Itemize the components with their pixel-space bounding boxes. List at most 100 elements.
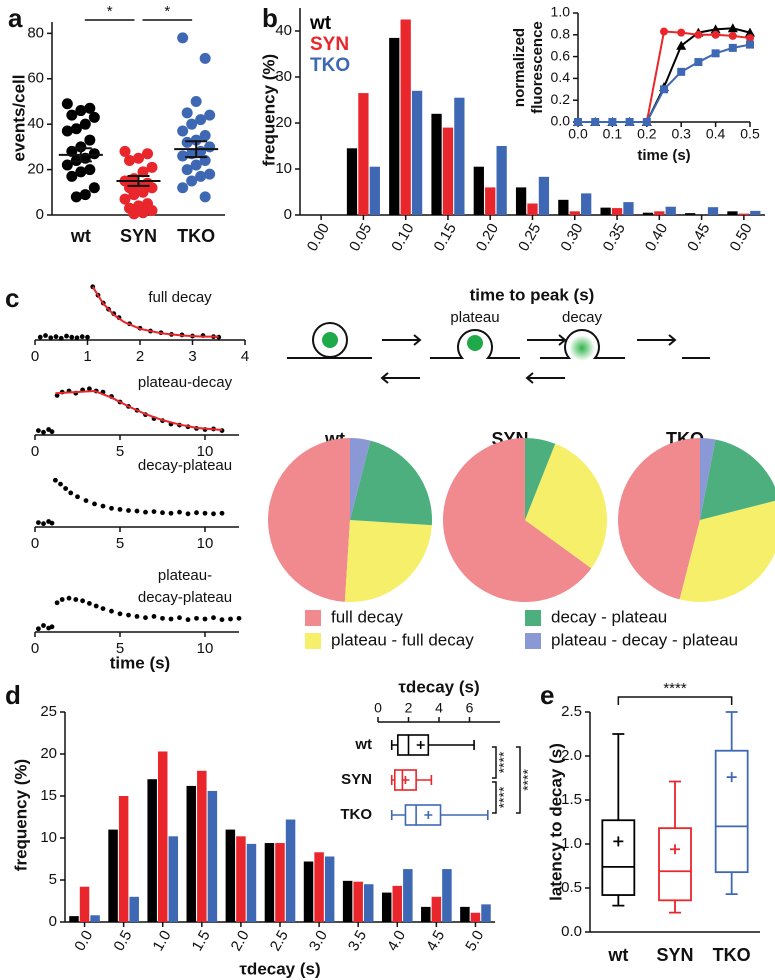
data-point: [100, 606, 106, 611]
box: [601, 819, 636, 896]
x-tick-label: SYN: [656, 945, 693, 965]
bar: [197, 770, 207, 922]
x-tick-label: 0: [31, 443, 39, 460]
x-tick-label: 5.0: [462, 927, 487, 954]
data-point: [146, 161, 158, 173]
data-point: [185, 617, 191, 623]
data-point: [70, 191, 82, 203]
trace-title: decay-plateau: [138, 589, 232, 606]
data-point: [87, 386, 92, 392]
bar: [581, 193, 592, 215]
series-line: [578, 27, 751, 123]
data-point: [53, 477, 58, 483]
marker: [745, 27, 755, 37]
bar: [470, 912, 481, 922]
data-point: [109, 608, 114, 614]
y-tick-label: 20: [275, 114, 292, 131]
data-point: [181, 164, 193, 176]
marker: [711, 30, 720, 39]
x-tick-label: 4: [241, 348, 249, 365]
pie-slice: [525, 438, 556, 520]
data-point: [66, 595, 72, 601]
data-point: [143, 615, 148, 621]
y-tick-label: 10: [275, 160, 292, 177]
data-point: [46, 427, 51, 432]
bar: [642, 212, 654, 215]
data-point: [177, 150, 189, 162]
y-tick-label: 25: [40, 703, 57, 720]
bar: [431, 896, 442, 922]
data-point: [142, 148, 153, 160]
data-point: [126, 508, 131, 513]
pie-slice: [617, 438, 700, 600]
data-point: [194, 510, 199, 516]
data-point: [75, 494, 80, 500]
y-tick-label: 0.6: [551, 47, 571, 63]
y-tick-label: 0.0: [551, 113, 571, 129]
legend-swatch: [305, 633, 321, 649]
data-point: [61, 98, 73, 110]
data-point: [54, 393, 60, 398]
data-point: [66, 109, 78, 121]
marker: [660, 27, 668, 36]
legend-label: plateau - decay - plateau: [551, 630, 738, 649]
x-tick-label: 0.30: [557, 220, 586, 254]
data-point: [88, 182, 100, 194]
significance-label: ****: [496, 786, 512, 808]
data-point: [168, 510, 174, 516]
data-point: [73, 597, 79, 602]
category-label: SYN: [341, 771, 372, 788]
x-tick-label: 5: [116, 443, 124, 460]
bar: [654, 211, 665, 215]
data-point: [128, 208, 140, 220]
whisker: [612, 733, 625, 907]
data-point: [80, 598, 85, 604]
data-point: [202, 616, 208, 622]
y-tick-label: 1.0: [551, 4, 571, 20]
legend-label: wt: [309, 13, 332, 34]
data-point: [83, 498, 89, 503]
x-tick-label: 3.5: [345, 927, 370, 954]
data-point: [70, 123, 82, 135]
y-tick-label: 0: [284, 206, 292, 223]
bar: [346, 148, 358, 215]
bar: [431, 113, 442, 215]
data-point: [84, 102, 96, 114]
data-point: [37, 334, 43, 340]
x-axis-title: time to peak (s): [470, 285, 595, 304]
bar: [147, 779, 157, 922]
data-point: [41, 521, 46, 527]
data-point: [199, 130, 211, 142]
significance-bracket: [617, 696, 733, 705]
data-point: [48, 335, 54, 341]
bar: [392, 885, 403, 922]
bar: [118, 796, 129, 922]
data-point: [59, 597, 65, 602]
mean-marker: [424, 811, 433, 819]
category-label: TKO: [340, 806, 372, 823]
bar: [515, 187, 527, 215]
y-tick-label: 1.5: [561, 791, 582, 808]
x-tick-label: 3: [188, 348, 196, 365]
x-tick-label: 0.2: [637, 126, 657, 142]
x-tick-label: 4: [435, 700, 443, 716]
category-label: wt: [354, 736, 372, 753]
data-point: [133, 152, 144, 164]
y-tick-label: 30: [275, 68, 292, 85]
x-tick-label: 0.25: [515, 220, 544, 254]
bar: [707, 207, 719, 215]
marker: [676, 40, 687, 50]
data-point: [143, 509, 148, 515]
bar: [623, 202, 634, 215]
x-tick-label: 0.0: [71, 927, 96, 954]
data-point: [199, 191, 211, 203]
x-tick-label: 0.4: [706, 126, 726, 142]
panel-label: b: [262, 3, 278, 33]
data-point: [54, 600, 60, 606]
marker: [625, 118, 634, 126]
data-point: [53, 334, 59, 340]
trace-title: plateau-: [158, 567, 212, 584]
marker: [608, 118, 617, 126]
whisker: [390, 810, 489, 820]
x-tick-label: 3.0: [306, 927, 331, 954]
